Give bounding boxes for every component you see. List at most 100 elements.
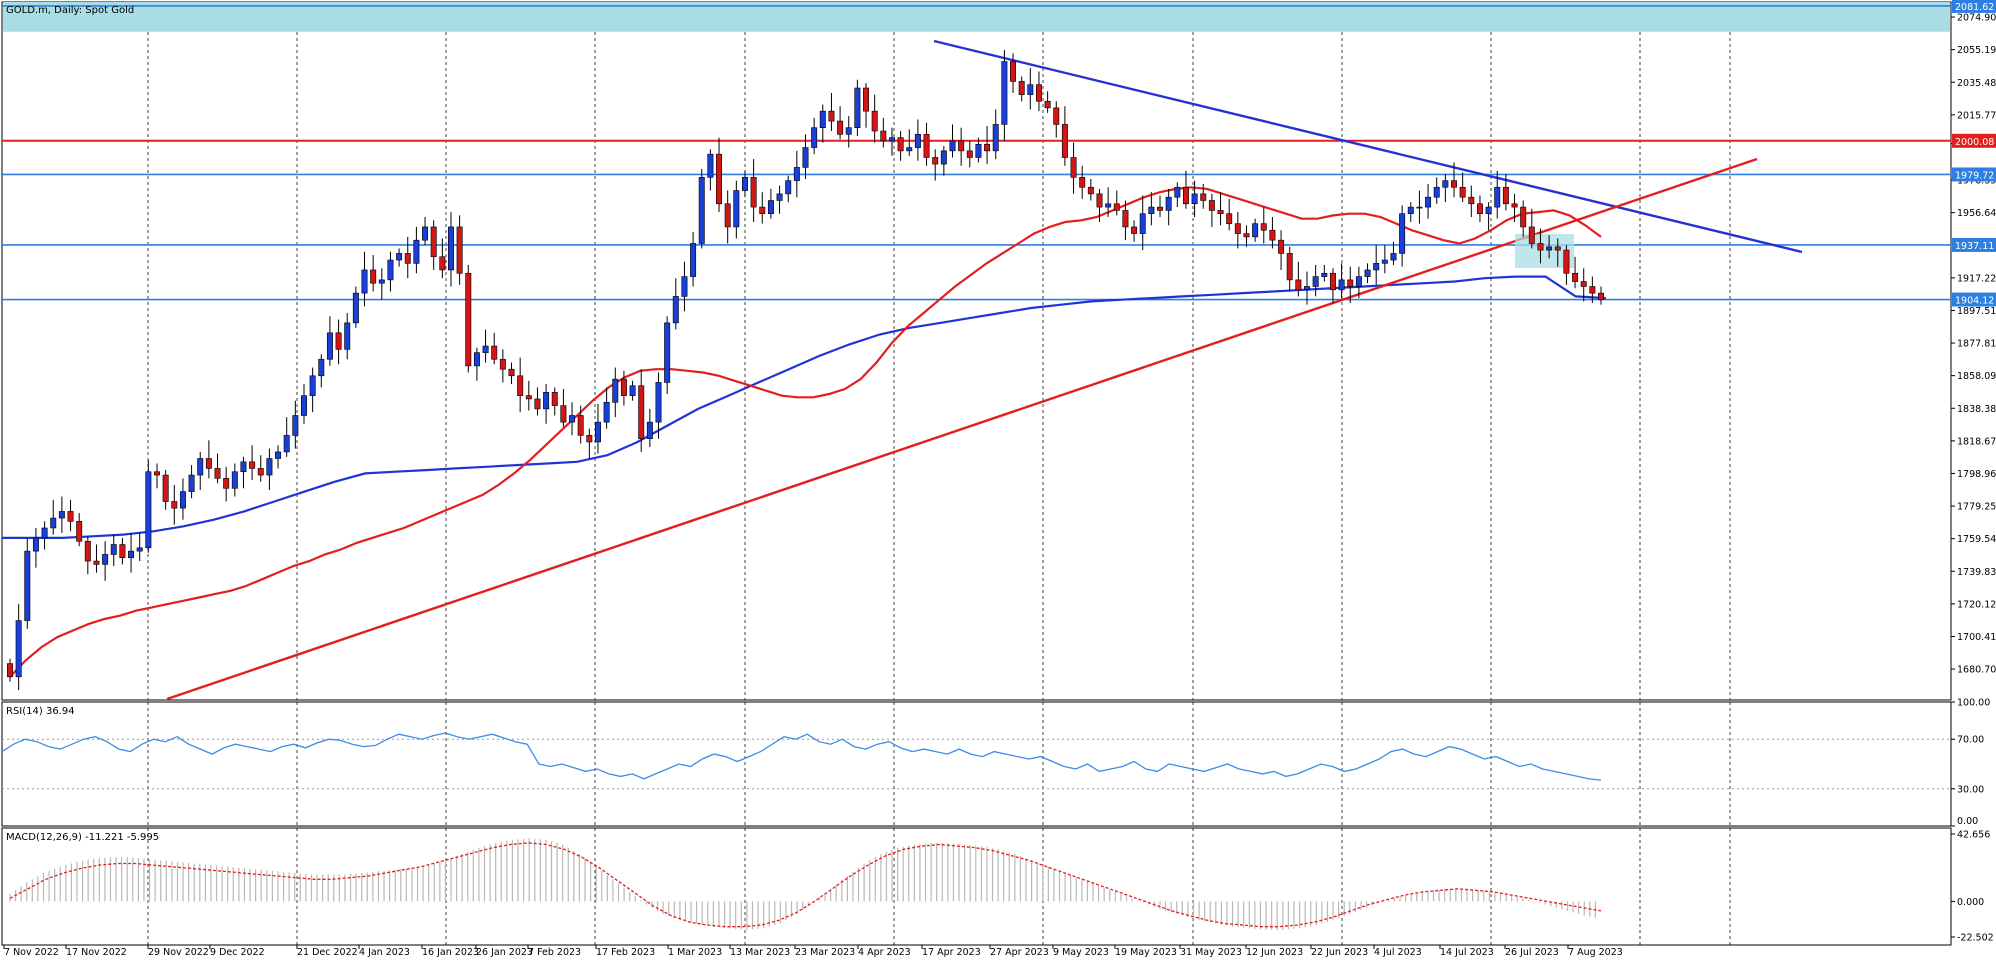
y-tick-label: 1877.81	[1957, 339, 1996, 350]
candle-body	[525, 395, 532, 400]
candle-body	[638, 385, 645, 439]
y-tick-label: 2055.19	[1957, 45, 1996, 56]
candle-body	[681, 276, 688, 297]
x-tick-label: 4 Jul 2023	[1374, 947, 1422, 958]
candle-body	[828, 110, 835, 122]
y-tick-label: 2074.90	[1957, 13, 1996, 24]
candle-body	[1511, 203, 1518, 208]
x-tick-label: 26 Jul 2023	[1505, 947, 1559, 958]
candle-body	[1598, 292, 1604, 301]
zone-rect	[3, 2, 1950, 32]
candle-body	[1407, 206, 1414, 215]
candle-body	[1304, 286, 1310, 291]
y-tick-label: 1858.09	[1957, 371, 1996, 382]
price-tag-label: 2081.62	[1955, 2, 1994, 13]
candle-body	[301, 395, 307, 416]
x-tick-label: 22 Jun 2023	[1311, 947, 1368, 958]
candle-body	[136, 547, 143, 552]
candle-body	[266, 458, 273, 476]
candles	[7, 49, 1604, 691]
candle-body	[41, 527, 48, 539]
price-axis: 2074.902055.192035.482015.771976.061976.…	[1951, 13, 1996, 676]
candle-body	[456, 226, 463, 274]
x-tick-label: 16 Jan 2023	[422, 947, 479, 958]
candle-body	[231, 471, 238, 489]
candle-body	[344, 322, 351, 350]
candle-body	[292, 415, 299, 436]
candle-body	[1001, 61, 1008, 125]
x-tick-label: 19 May 2023	[1115, 947, 1177, 958]
candle-body	[984, 143, 991, 152]
candle-body	[603, 401, 610, 423]
candle-body	[1399, 213, 1406, 254]
price-tag-bg	[1952, 237, 1996, 252]
candle-body	[326, 332, 333, 360]
macd-signal-line	[9, 842, 1602, 928]
candle-body	[1053, 107, 1060, 125]
x-tick-label: 9 Dec 2022	[210, 947, 265, 958]
candle-body	[1520, 206, 1527, 228]
candle-body	[171, 501, 178, 509]
ma-200-line	[2, 275, 1607, 540]
chart-title: GOLD.m, Daily: Spot Gold	[6, 5, 134, 16]
candle-body	[128, 550, 135, 559]
y-tick-label: 1798.96	[1957, 469, 1996, 480]
macd-tick-label: -22.502	[1957, 933, 1994, 944]
horizontal-levels	[2, 5, 1951, 301]
candle-body	[1010, 61, 1017, 82]
candle-body	[1502, 186, 1509, 205]
candle-body	[992, 124, 999, 152]
y-tick-label: 1680.70	[1957, 665, 1996, 676]
candle-body	[1174, 186, 1181, 198]
candle-body	[1546, 246, 1553, 251]
macd-tick-label: 42.656	[1957, 830, 1990, 841]
price-tag-label: 1979.72	[1955, 170, 1994, 181]
candle-body	[223, 478, 230, 489]
ma-50-line	[9, 186, 1602, 678]
rsi-line	[1, 732, 1602, 781]
candle-body	[1182, 186, 1189, 205]
x-tick-label: 17 Feb 2023	[596, 947, 655, 958]
candle-body	[249, 461, 256, 469]
candle-body	[257, 468, 264, 476]
candle-body	[110, 544, 117, 555]
y-tick-label: 1956.64	[1957, 208, 1996, 219]
candle-body	[569, 415, 576, 423]
candle-body	[1286, 253, 1293, 281]
y-tick-label: 1739.83	[1957, 567, 1996, 578]
x-tick-label: 27 Apr 2023	[990, 947, 1049, 958]
candle-body	[906, 147, 913, 152]
candle-body	[1096, 193, 1103, 208]
y-tick-label: 2015.77	[1957, 110, 1996, 121]
candle-body	[283, 435, 290, 453]
rsi-label: RSI(14) 36.94	[6, 706, 75, 717]
candle-body	[672, 296, 679, 324]
x-tick-label: 1 Mar 2023	[668, 947, 722, 958]
candle-body	[819, 110, 826, 129]
candle-body	[612, 378, 619, 403]
candle-body	[940, 150, 947, 165]
candle-body	[1122, 210, 1129, 228]
candle-body	[119, 544, 126, 559]
candle-body	[551, 392, 558, 406]
price-tags: 2081.62 2000.08 1979.72 1937.11 1904.12	[1952, 0, 1996, 307]
candle-body	[880, 130, 887, 142]
x-tick-label: 31 May 2023	[1180, 947, 1242, 958]
candle-body	[1442, 180, 1449, 188]
candle-body	[1165, 196, 1172, 211]
candle-body	[586, 435, 593, 443]
price-tag-label: 1904.12	[1955, 296, 1994, 307]
y-tick-label: 1818.67	[1957, 436, 1996, 447]
ma-50-path	[9, 186, 1602, 678]
candle-body	[1061, 124, 1068, 158]
candle-body	[387, 259, 394, 281]
candle-body	[1528, 226, 1535, 244]
supply-zone	[3, 2, 1950, 32]
candle-body	[76, 521, 83, 542]
candle-body	[1554, 246, 1561, 251]
candle-body	[785, 180, 792, 195]
candle-body	[1217, 210, 1224, 215]
candle-body	[707, 153, 714, 178]
candle-body	[1355, 276, 1362, 287]
